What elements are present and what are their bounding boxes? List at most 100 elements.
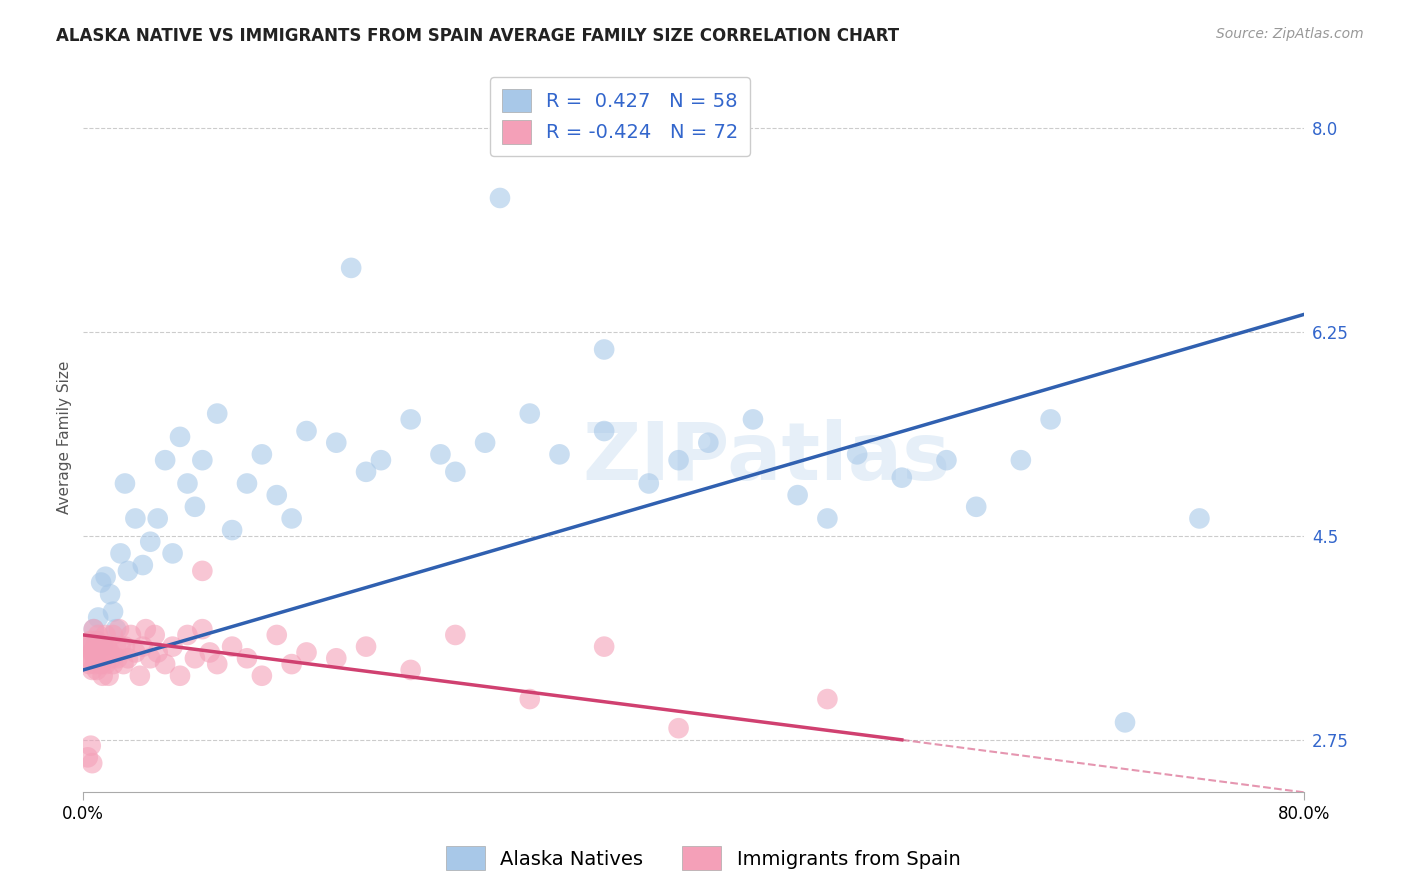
Point [80, 651, 103, 665]
Point [101, 605, 124, 619]
Point [96, 640, 118, 654]
Point [143, 628, 166, 642]
Point [184, 651, 207, 665]
Point [124, 645, 146, 659]
Point [86, 663, 108, 677]
Point [80, 633, 103, 648]
Point [107, 651, 129, 665]
Point [90, 575, 112, 590]
Point [489, 191, 512, 205]
Y-axis label: Average Family Size: Average Family Size [58, 360, 72, 514]
Point [91, 645, 114, 659]
Point [110, 546, 132, 560]
Point [786, 488, 808, 502]
Point [191, 622, 214, 636]
Point [83, 622, 105, 636]
Point [101, 628, 124, 642]
Point [1039, 412, 1062, 426]
Point [139, 534, 162, 549]
Point [94, 628, 117, 642]
Point [91, 669, 114, 683]
Point [1188, 511, 1211, 525]
Point [83, 645, 105, 659]
Point [101, 657, 124, 672]
Point [280, 657, 302, 672]
Point [697, 435, 720, 450]
Point [86, 633, 108, 648]
Point [354, 465, 377, 479]
Point [742, 412, 765, 426]
Point [593, 343, 616, 357]
Point [176, 476, 198, 491]
Point [98, 645, 121, 659]
Text: ALASKA NATIVE VS IMMIGRANTS FROM SPAIN AVERAGE FAMILY SIZE CORRELATION CHART: ALASKA NATIVE VS IMMIGRANTS FROM SPAIN A… [56, 27, 900, 45]
Legend: R =  0.427   N = 58, R = -0.424   N = 72: R = 0.427 N = 58, R = -0.424 N = 72 [491, 77, 751, 155]
Point [965, 500, 987, 514]
Point [83, 622, 105, 636]
Point [76, 640, 98, 654]
Point [90, 645, 112, 659]
Point [73, 640, 96, 654]
Point [110, 640, 132, 654]
Point [191, 453, 214, 467]
Point [184, 500, 207, 514]
Point [295, 424, 318, 438]
Point [87, 628, 110, 642]
Point [1114, 715, 1136, 730]
Point [162, 546, 184, 560]
Point [100, 651, 122, 665]
Point [132, 640, 155, 654]
Point [444, 465, 467, 479]
Point [75, 651, 97, 665]
Point [82, 756, 104, 771]
Point [815, 692, 838, 706]
Point [668, 721, 690, 735]
Point [935, 453, 957, 467]
Point [89, 640, 111, 654]
Point [519, 692, 541, 706]
Point [112, 657, 135, 672]
Point [354, 640, 377, 654]
Point [96, 645, 118, 659]
Point [91, 640, 114, 654]
Point [236, 476, 259, 491]
Point [153, 657, 176, 672]
Point [266, 628, 288, 642]
Point [146, 511, 169, 525]
Point [846, 447, 869, 461]
Point [84, 640, 107, 654]
Point [117, 564, 139, 578]
Point [94, 570, 117, 584]
Point [105, 622, 128, 636]
Point [169, 669, 191, 683]
Point [87, 645, 110, 659]
Point [80, 640, 103, 654]
Point [135, 622, 157, 636]
Point [117, 651, 139, 665]
Point [82, 663, 104, 677]
Point [198, 645, 221, 659]
Point [1010, 453, 1032, 467]
Point [82, 645, 104, 659]
Point [176, 628, 198, 642]
Point [153, 453, 176, 467]
Point [94, 657, 117, 672]
Point [519, 407, 541, 421]
Point [370, 453, 392, 467]
Point [98, 587, 121, 601]
Point [325, 435, 347, 450]
Point [132, 558, 155, 572]
Legend: Alaska Natives, Immigrants from Spain: Alaska Natives, Immigrants from Spain [437, 838, 969, 878]
Point [593, 640, 616, 654]
Text: Source: ZipAtlas.com: Source: ZipAtlas.com [1216, 27, 1364, 41]
Point [86, 633, 108, 648]
Point [169, 430, 191, 444]
Point [474, 435, 496, 450]
Point [97, 669, 120, 683]
Point [325, 651, 347, 665]
Point [250, 447, 273, 461]
Point [815, 511, 838, 525]
Point [548, 447, 571, 461]
Point [105, 640, 128, 654]
Point [76, 750, 98, 764]
